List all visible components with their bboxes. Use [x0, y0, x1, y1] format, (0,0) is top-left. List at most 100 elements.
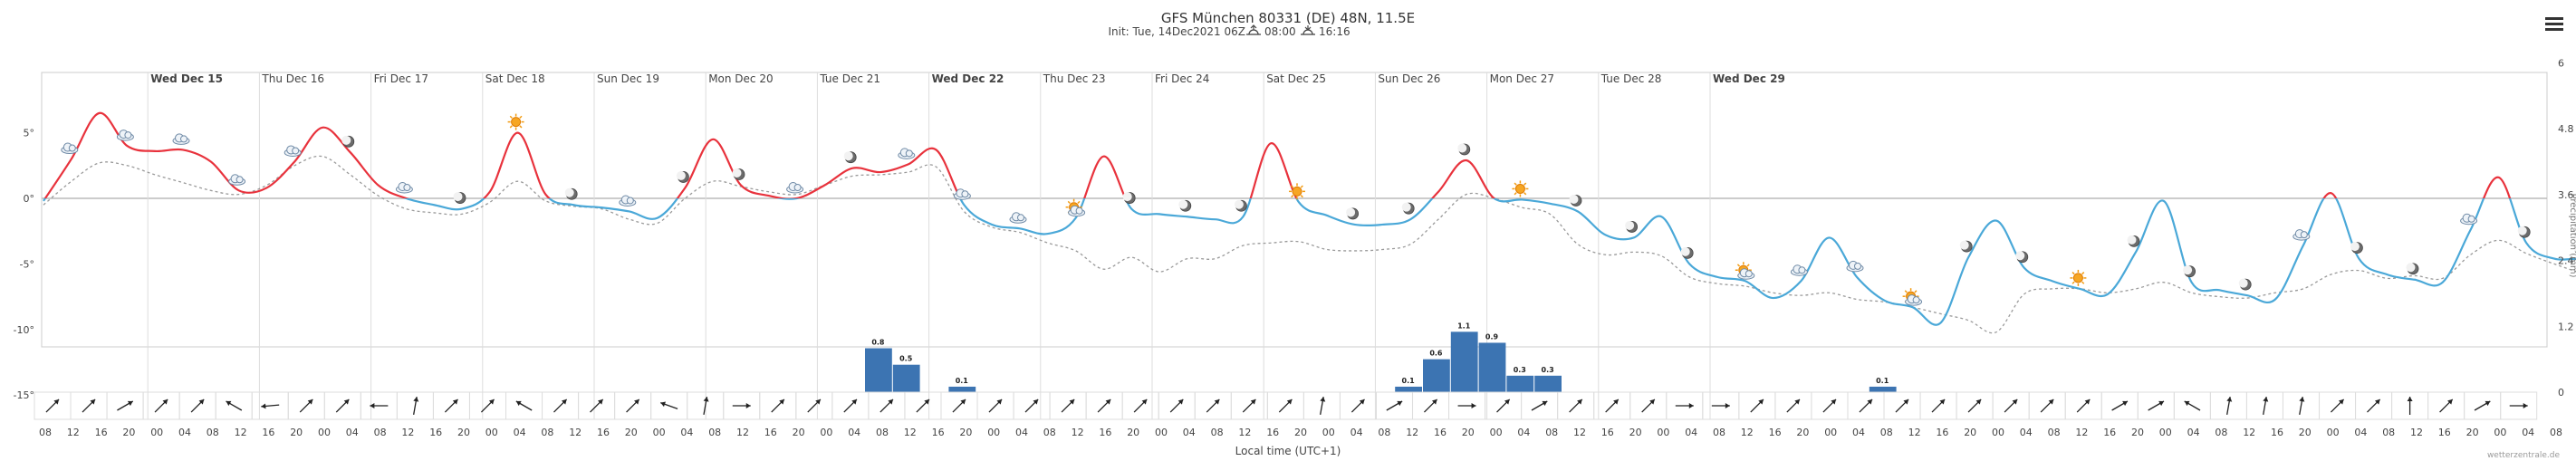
precip-value-label: 0.3: [1542, 366, 1554, 374]
moon-icon: [2015, 251, 2029, 264]
hour-tick-label: 00: [1322, 427, 1335, 438]
hour-tick-label: 00: [150, 427, 163, 438]
menu-icon[interactable]: [2545, 14, 2563, 34]
wind-arrow: [117, 400, 134, 411]
day-label: Sat Dec 25: [1266, 72, 1326, 85]
hour-tick-label: 20: [1629, 427, 1642, 438]
cloud-icon: [2292, 229, 2311, 241]
moon-icon: [1401, 202, 1415, 215]
hour-tick-label: 04: [1015, 427, 1028, 438]
precip-value-label: 0.6: [1429, 350, 1443, 358]
precip-bar: [1869, 386, 1897, 392]
wind-arrow: [2226, 397, 2233, 415]
hour-tick-label: 08: [2048, 427, 2061, 438]
precip-value-label: 0.8: [871, 339, 885, 347]
day-label: Thu Dec 16: [261, 72, 324, 85]
moon-icon: [1680, 246, 1694, 259]
hour-tick-label: 16: [1434, 427, 1447, 438]
sun-cloud-icon: [1065, 198, 1086, 217]
cloud-icon: [228, 174, 246, 186]
wind-cell: [2500, 391, 2538, 420]
wind-arrow: [732, 403, 751, 408]
hour-tick-label: 04: [1183, 427, 1196, 438]
moon-icon: [843, 151, 857, 164]
precip-bar: [1506, 375, 1534, 392]
hour-tick-label: 12: [1238, 427, 1251, 438]
hour-tick-label: 00: [987, 427, 1000, 438]
precip-tick-label: 0: [2558, 387, 2564, 399]
cloud-icon: [172, 133, 190, 145]
wind-arrow: [2439, 399, 2454, 413]
wind-arrow: [1206, 399, 1220, 413]
wind-arrow: [2076, 399, 2091, 413]
hour-tick-label: 12: [736, 427, 749, 438]
hour-tick-label: 20: [2466, 427, 2479, 438]
moon-icon: [1959, 240, 1973, 253]
hour-tick-label: 04: [680, 427, 693, 438]
temperature-line-negative: [43, 198, 2576, 326]
hour-tick-label: 00: [1992, 427, 2004, 438]
wind-arrow: [1457, 403, 1476, 408]
hour-tick-label: 04: [1350, 427, 1363, 438]
hour-tick-label: 04: [2354, 427, 2367, 438]
hour-tick-label: 04: [2187, 427, 2200, 438]
hour-tick-label: 12: [235, 427, 247, 438]
precip-bar: [865, 348, 892, 392]
day-label: Sun Dec 26: [1378, 72, 1440, 85]
hour-tick-label: 16: [1769, 427, 1782, 438]
wind-arrow: [988, 399, 1003, 413]
day-label: Wed Dec 29: [1713, 72, 1785, 85]
wind-arrow: [1278, 399, 1293, 413]
wind-arrow: [1242, 399, 1256, 413]
hour-tick-label: 04: [2522, 427, 2534, 438]
hour-tick-label: 16: [932, 427, 945, 438]
wind-arrow: [703, 397, 709, 415]
y-tick-label: 5°: [24, 128, 35, 139]
hour-tick-label: 16: [2103, 427, 2116, 438]
precip-bar: [1395, 386, 1422, 392]
hour-tick-label: 16: [1936, 427, 1948, 438]
precip-bar: [1534, 375, 1562, 392]
wind-arrow: [2474, 400, 2491, 411]
cloud-icon: [61, 142, 79, 155]
hour-tick-label: 16: [95, 427, 108, 438]
day-label: Fri Dec 17: [374, 72, 428, 85]
precip-tick-label: 4.8: [2558, 123, 2574, 135]
cloud-icon: [1790, 264, 1808, 276]
precip-value-label: 0.1: [1402, 377, 1416, 385]
wind-arrow: [413, 397, 419, 415]
sunset-icon: [1301, 25, 1315, 35]
wind-arrow: [1569, 399, 1583, 413]
moon-icon: [1346, 207, 1359, 220]
hour-tick-label: 08: [876, 427, 889, 438]
hour-tick-label: 16: [764, 427, 777, 438]
hour-tick-label: 08: [2215, 427, 2227, 438]
grid: [41, 72, 2548, 419]
moon-icon: [2406, 263, 2419, 275]
sunset-time: 16:16: [1319, 25, 1350, 38]
wind-arrow: [226, 400, 243, 411]
wind-arrow: [1386, 400, 1403, 411]
hour-tick-label: 00: [653, 427, 666, 438]
hour-tick-label: 20: [1127, 427, 1139, 438]
wind-arrow: [444, 399, 458, 413]
sunrise-icon: [1246, 24, 1261, 35]
hour-tick-label: 00: [820, 427, 832, 438]
moon-icon: [1457, 143, 1471, 156]
hour-tick-label: 20: [1964, 427, 1976, 438]
hour-tick-label: 12: [569, 427, 582, 438]
hour-tick-label: 04: [514, 427, 526, 438]
cloud-icon: [2460, 213, 2478, 226]
cloud-icon: [395, 182, 413, 194]
dewpoint-line: [43, 155, 2576, 334]
hour-tick-label: 12: [1072, 427, 1084, 438]
hour-tick-label: 08: [1545, 427, 1558, 438]
hour-tick-label: 00: [318, 427, 331, 438]
wind-arrow: [660, 401, 678, 410]
init-line: Init: Tue, 14Dec2021 06Z 08:00 16:16: [1109, 24, 1350, 38]
wind-arrow: [1675, 403, 1694, 408]
hour-tick-label: 04: [1517, 427, 1530, 438]
wind-arrow: [2004, 399, 2018, 413]
wind-arrow: [1822, 399, 1837, 413]
hour-tick-label: 12: [904, 427, 917, 438]
